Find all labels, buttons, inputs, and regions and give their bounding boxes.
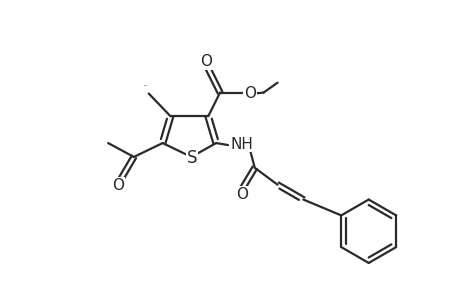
Text: O: O xyxy=(235,187,247,202)
Text: methyl: methyl xyxy=(144,85,149,86)
Text: O: O xyxy=(243,86,255,101)
Text: O: O xyxy=(112,178,124,193)
Text: NH: NH xyxy=(230,136,253,152)
Text: S: S xyxy=(187,149,197,167)
Text: O: O xyxy=(200,54,212,69)
